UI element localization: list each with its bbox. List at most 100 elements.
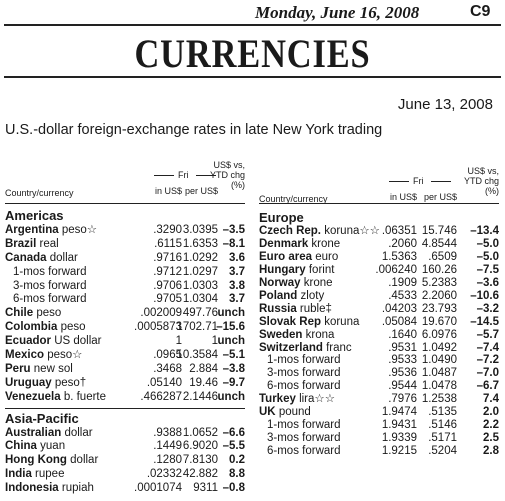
row-label: 1-mos forward bbox=[267, 419, 341, 432]
rate-per-usd: 42.882 bbox=[182, 468, 218, 481]
currency-name: lira☆☆ bbox=[299, 393, 336, 406]
row-label: 6-mos forward bbox=[13, 293, 87, 306]
column-header: per US$ bbox=[184, 186, 218, 196]
currency-name: peso bbox=[60, 321, 86, 334]
rate-in-usd: .1909 bbox=[388, 276, 417, 289]
column-header: (%) bbox=[485, 186, 499, 196]
row-label: Brazil real bbox=[5, 238, 59, 251]
rate-in-usd: 1 bbox=[175, 335, 182, 348]
table-row: Denmark krone .2060 4.8544 –5.0 bbox=[259, 238, 501, 251]
currency-name: euro bbox=[315, 250, 339, 263]
ytd-change: –13.4 bbox=[470, 224, 499, 237]
row-label: 1-mos forward bbox=[13, 265, 87, 278]
row-label: Poland zloty bbox=[259, 290, 324, 303]
column-header: per US$ bbox=[423, 192, 457, 202]
header-rule bbox=[5, 203, 245, 204]
rate-in-usd: .1449 bbox=[153, 440, 182, 453]
currency-name: dollar bbox=[49, 251, 78, 264]
ytd-change: –3.5 bbox=[222, 223, 245, 236]
rate-in-usd: .05084 bbox=[381, 315, 417, 328]
ytd-change: 2.5 bbox=[483, 432, 499, 445]
table-row: 6-mos forward .9705 1.0304 3.7 bbox=[5, 293, 247, 306]
rate-in-usd: .2060 bbox=[388, 237, 417, 250]
currency-name: koruna☆☆ bbox=[324, 224, 380, 237]
row-label: Chile peso bbox=[5, 307, 61, 320]
table-row: Brazil real .6115 1.6353 –8.1 bbox=[5, 238, 247, 251]
country-name: Chile bbox=[5, 307, 34, 320]
ytd-change: –3.8 bbox=[222, 362, 245, 375]
ytd-change: 3.8 bbox=[229, 279, 245, 292]
country-name: Hong Kong bbox=[5, 454, 67, 467]
ytd-change: 7.4 bbox=[483, 393, 499, 406]
table-row: Chile peso .002009 497.76 unch bbox=[5, 307, 247, 320]
currency-name: krona bbox=[305, 328, 335, 341]
country-name: Brazil bbox=[5, 237, 37, 250]
rate-per-usd: 1.0652 bbox=[182, 426, 218, 439]
table-row: 1-mos forward .9712 1.0297 3.7 bbox=[5, 266, 247, 279]
column: US$ vs, YTD chg (%) Fri in US$ per US$ Country… bbox=[259, 0, 501, 501]
rate-per-usd: 19.46 bbox=[189, 376, 218, 389]
rate-per-usd: 1.0297 bbox=[182, 265, 218, 278]
column-header: in US$ bbox=[389, 192, 417, 202]
row-label: Australian dollar bbox=[5, 427, 93, 440]
header-rule bbox=[431, 181, 451, 182]
rate-per-usd: .5146 bbox=[428, 419, 457, 432]
row-label: Russia ruble‡ bbox=[259, 303, 332, 316]
currency-name: peso bbox=[36, 307, 62, 320]
ytd-change: 0.2 bbox=[229, 454, 245, 467]
rate-per-usd: .5204 bbox=[428, 445, 457, 458]
currency-name: new sol bbox=[33, 362, 73, 375]
rate-per-usd: 2.884 bbox=[189, 362, 218, 375]
ytd-change: –3.2 bbox=[476, 302, 499, 315]
rule bbox=[4, 76, 501, 78]
row-label: China yuan bbox=[5, 440, 65, 453]
country-name: Sweden bbox=[259, 328, 303, 341]
country-name: Venezuela bbox=[5, 390, 61, 403]
ytd-change: –0.8 bbox=[222, 482, 245, 495]
currency-name: pound bbox=[278, 406, 311, 419]
rate-in-usd: .0005873 bbox=[134, 321, 182, 334]
row-label: Venezuela b. fuerte bbox=[5, 391, 106, 404]
table-row: Norway krone .1909 5.2383 –3.6 bbox=[259, 277, 501, 290]
row-label: Mexico peso☆ bbox=[5, 349, 82, 362]
row-label: Canada dollar bbox=[5, 252, 78, 265]
header-rule bbox=[196, 175, 216, 176]
rate-in-usd: 1.9431 bbox=[381, 419, 417, 432]
rate-per-usd: 23.793 bbox=[421, 302, 457, 315]
row-label: Switzerland franc bbox=[259, 342, 352, 355]
rate-per-usd: 7.8130 bbox=[182, 454, 218, 467]
country-name: Switzerland bbox=[259, 341, 323, 354]
country-name: Canada bbox=[5, 251, 47, 264]
rate-per-usd: 6.9020 bbox=[182, 440, 218, 453]
table-row: Indonesia rupiah .0001074 9311 –0.8 bbox=[5, 482, 247, 495]
rate-per-usd: 160.26 bbox=[421, 263, 457, 276]
column-header: in US$ bbox=[154, 186, 182, 196]
country-name: Peru bbox=[5, 362, 31, 375]
currency-name: yuan bbox=[40, 440, 66, 453]
currency-name: peso☆ bbox=[61, 223, 98, 236]
rate-per-usd: 1.0487 bbox=[421, 367, 457, 380]
currency-name: US dollar bbox=[54, 335, 102, 348]
country-name: Denmark bbox=[259, 237, 309, 250]
ytd-change: 3.7 bbox=[229, 293, 245, 306]
row-label: Peru new sol bbox=[5, 363, 73, 376]
rate-per-usd: 1.0303 bbox=[182, 279, 218, 292]
country-name: Uruguay bbox=[5, 376, 52, 389]
table-row: Venezuela b. fuerte .466287 2.1446 unch bbox=[5, 391, 247, 404]
rate-in-usd: .9706 bbox=[153, 279, 182, 292]
currency-name: peso☆ bbox=[47, 349, 83, 361]
row-label: Hungary forint bbox=[259, 264, 334, 277]
column-header: US$ vs, bbox=[213, 160, 245, 170]
currency-name: peso† bbox=[54, 376, 87, 389]
table-row: Australian dollar .9388 1.0652 –6.6 bbox=[5, 427, 247, 440]
table-row: 1-mos forward .9533 1.0490 –7.2 bbox=[259, 354, 501, 367]
country-name: Slovak Rep bbox=[259, 315, 321, 328]
table-row: Poland zloty .4533 2.2060 –10.6 bbox=[259, 290, 501, 303]
country-name: Argentina bbox=[5, 223, 59, 236]
page-number: C9 bbox=[470, 3, 491, 20]
currency-name: rupee bbox=[35, 468, 65, 481]
rate-in-usd: .3468 bbox=[153, 362, 182, 375]
table-row: Euro area euro 1.5363 .6509 –5.0 bbox=[259, 251, 501, 264]
rate-in-usd: .9705 bbox=[153, 293, 182, 306]
rate-per-usd: 1.0304 bbox=[182, 293, 218, 306]
